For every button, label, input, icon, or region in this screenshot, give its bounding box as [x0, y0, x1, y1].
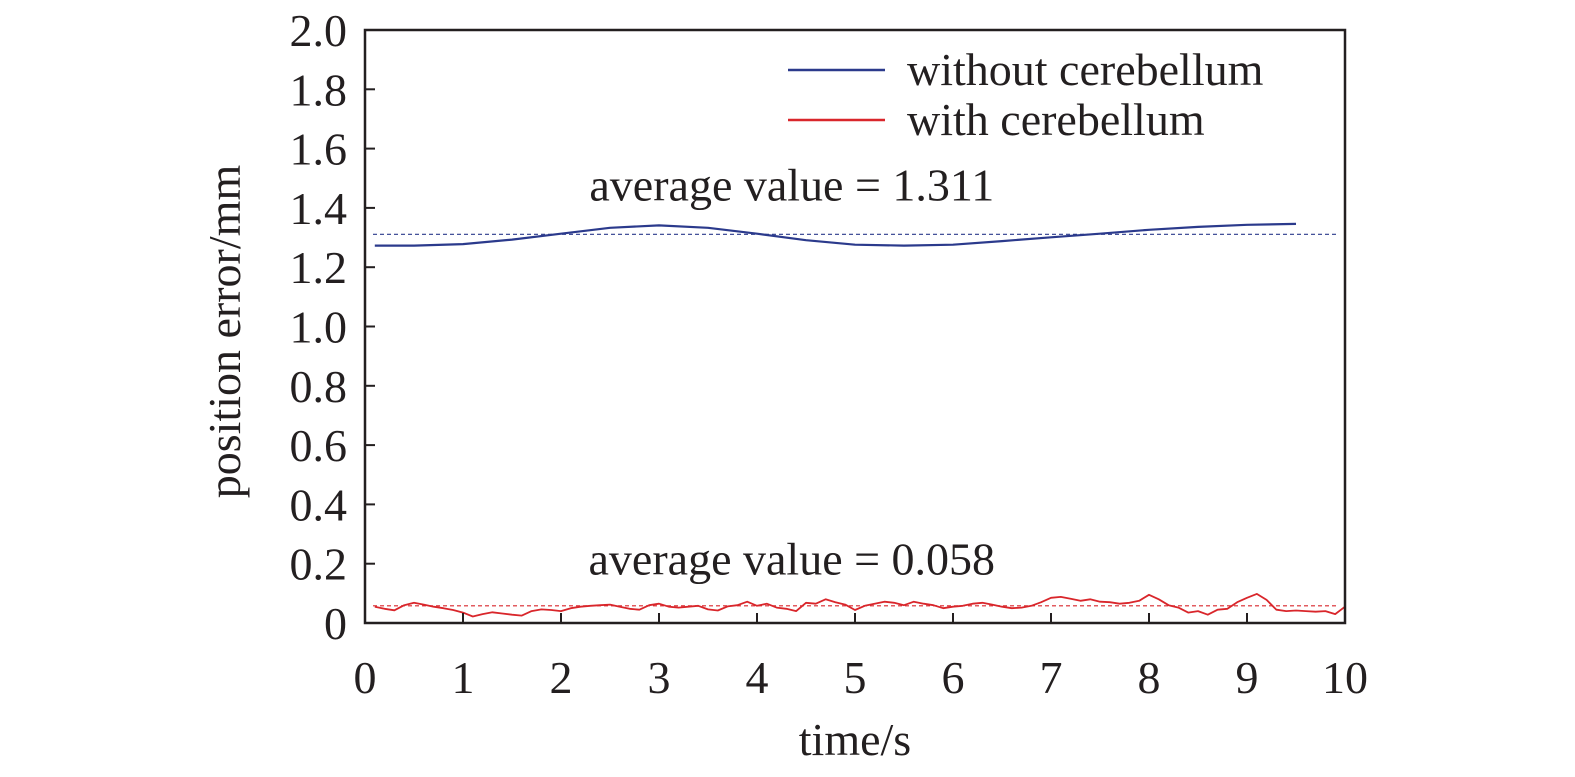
x-tick-label: 4	[746, 652, 769, 703]
x-tick-label: 6	[942, 652, 965, 703]
x-tick-label: 9	[1236, 652, 1259, 703]
y-tick-label: 1.2	[290, 242, 348, 293]
series-line-with-cerebellum	[374, 593, 1346, 618]
legend: without cerebellum with cerebellum	[788, 44, 1264, 145]
y-tick-label: 1.0	[290, 302, 348, 353]
axis-ticks	[364, 29, 1346, 624]
series-lines	[374, 222, 1346, 618]
y-tick-label: 1.4	[290, 183, 348, 234]
x-axis-title: time/s	[799, 714, 911, 765]
y-tick-label: 0	[324, 598, 347, 649]
y-tick-label: 0.6	[290, 420, 348, 471]
x-tick-label: 1	[452, 652, 475, 703]
y-tick-label: 0.8	[290, 361, 348, 412]
y-tick-label: 2.0	[290, 5, 348, 56]
x-tick-label: 0	[354, 652, 377, 703]
legend-label-with-cerebellum: with cerebellum	[907, 94, 1205, 145]
y-axis-title: position error/mm	[199, 165, 250, 499]
x-tick-label: 5	[844, 652, 867, 703]
y-tick-label: 1.8	[290, 64, 348, 115]
x-tick-label: 2	[550, 652, 573, 703]
series-line-without-cerebellum	[374, 222, 1297, 247]
annotation-average-with: average value = 0.058	[589, 533, 996, 584]
legend-label-without-cerebellum: without cerebellum	[907, 44, 1264, 95]
annotation-average-without: average value = 1.311	[589, 160, 994, 211]
x-tick-label: 3	[648, 652, 671, 703]
y-tick-label: 0.4	[290, 479, 348, 530]
x-tick-label: 7	[1040, 652, 1063, 703]
x-tick-label: 10	[1322, 652, 1368, 703]
y-tick-label: 1.6	[290, 124, 348, 175]
tick-labels: 0 1 2 3 4 5 6 7 8 9 10 0 0.2 0.4 0.6 0.8 1.0 1.2 1.4 1.6 1.8…	[290, 5, 1369, 703]
x-tick-label: 8	[1138, 652, 1161, 703]
y-tick-label: 0.2	[290, 539, 348, 590]
